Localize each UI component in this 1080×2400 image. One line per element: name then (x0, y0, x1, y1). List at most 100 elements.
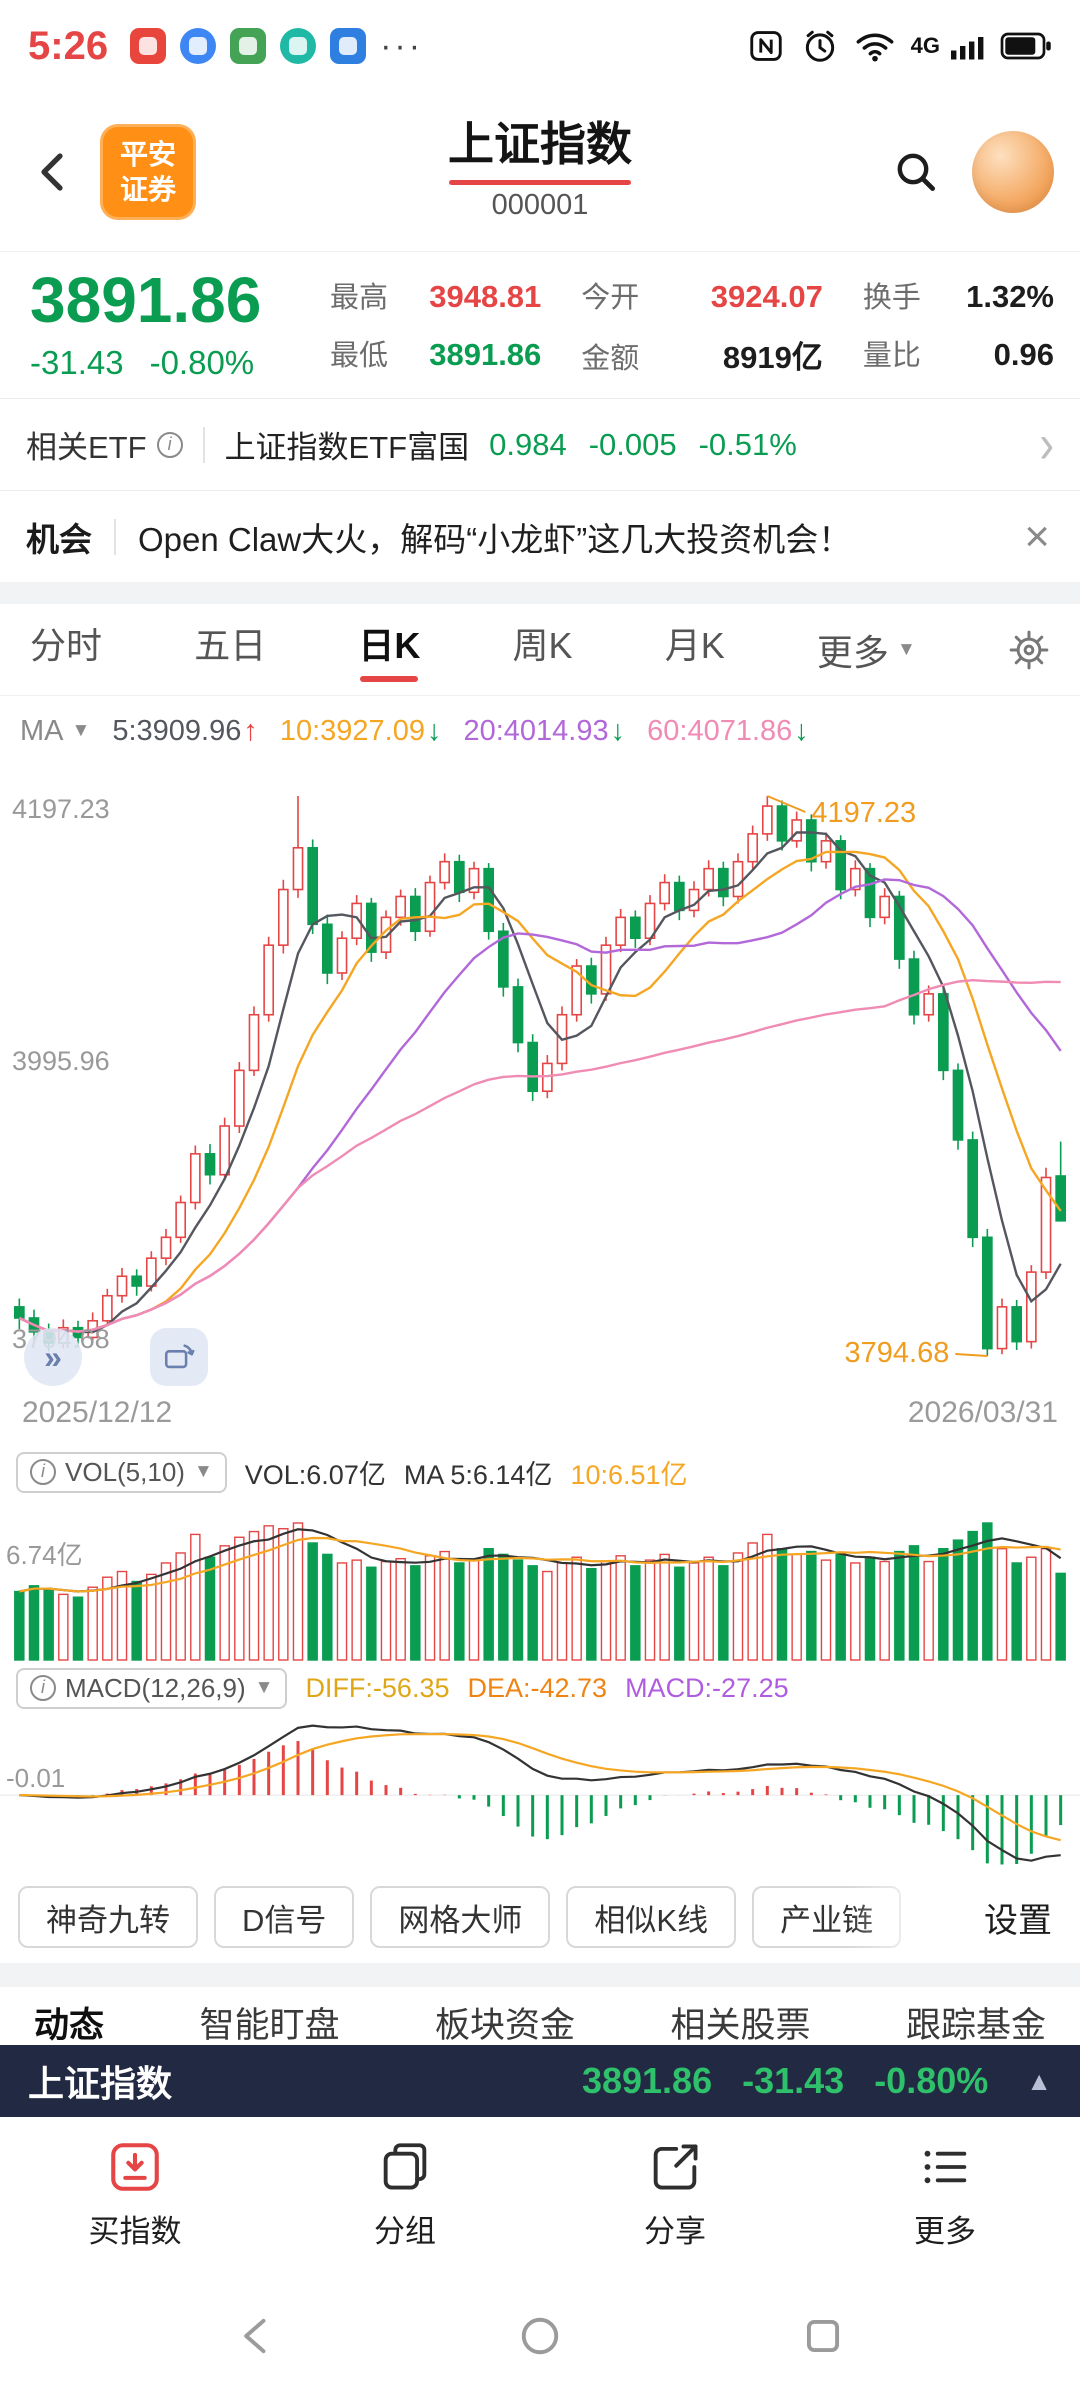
svg-text:-0.01: -0.01 (6, 1763, 65, 1793)
news-headline[interactable]: Open Claw大火，解码“小龙虾”这几大投资机会！ (138, 520, 852, 558)
news-banner[interactable]: 机会 Open Claw大火，解码“小龙虾”这几大投资机会！ × (0, 490, 1080, 582)
tool-similar-k[interactable]: 相似K线 (566, 1886, 737, 1948)
expand-history-button[interactable]: » (24, 1328, 82, 1386)
nav-groups[interactable]: 分组 (270, 2117, 540, 2272)
tool-button-row: 神奇九转 D信号 网格大师 相似K线 产业链 设置 (0, 1871, 1080, 1963)
more-list-icon (924, 2150, 967, 2184)
avatar[interactable] (972, 130, 1054, 213)
notification-app-icon-5 (330, 28, 367, 64)
tab-5day[interactable]: 五日 (194, 625, 267, 666)
stat-low: 最低 3891.86 (330, 336, 542, 372)
news-tag: 机会 (26, 520, 92, 558)
macd-value: MACD:-27.25 (625, 1672, 789, 1703)
chevron-right-icon[interactable]: › (1039, 413, 1054, 475)
title-underline (449, 180, 631, 185)
arrow-down-icon: ↓ (610, 714, 626, 747)
volume-chart[interactable]: 6.74亿 (0, 1498, 1080, 1663)
notification-app-icon-3 (230, 28, 267, 64)
ma60-value: 60:4071.86 ↓ (647, 714, 809, 747)
tab-monthly-k[interactable]: 月K (664, 625, 725, 666)
period-tab-bar: 分时 五日 日K 周K 月K 更多 ▼ (0, 604, 1080, 696)
related-etf-row[interactable]: 相关ETF i 上证指数ETF富国 0.984 -0.005 -0.51% › (0, 398, 1080, 490)
date-start: 2025/12/12 (22, 1396, 173, 1429)
chart-settings-button[interactable]: 设置 (850, 1871, 1080, 1963)
caret-down-icon: ▼ (193, 1461, 213, 1482)
svg-text:3995.96: 3995.96 (12, 1046, 110, 1076)
etf-quote: 0.984 -0.005 -0.51% (489, 427, 797, 463)
price-change-row: -31.43 -0.80% (30, 344, 330, 382)
notification-app-icon-2 (180, 28, 217, 64)
android-recents-button[interactable] (797, 2310, 849, 2362)
tab-minute[interactable]: 分时 (30, 625, 103, 666)
tool-magic-nine[interactable]: 神奇九转 (18, 1886, 198, 1948)
tab-sector-funds[interactable]: 板块资金 (434, 2006, 575, 2045)
clock-text: 5:26 (28, 23, 109, 68)
summary-change: -31.43 (742, 2060, 845, 2101)
app-header: 平安 证券 上证指数 000001 (0, 92, 1080, 252)
tab-dynamics[interactable]: 动态 (34, 2006, 105, 2045)
stat-amount: 金额 8919亿 (581, 339, 823, 375)
nav-more[interactable]: 更多 (810, 2117, 1080, 2272)
caret-down-icon: ▼ (71, 720, 91, 741)
tab-more[interactable]: 更多 ▼ (816, 631, 916, 673)
caret-up-icon[interactable]: ▲ (1026, 2065, 1052, 2096)
android-nav-bar (0, 2272, 1080, 2400)
ma-dropdown[interactable]: MA ▼ (20, 714, 91, 747)
caret-down-icon: ▼ (254, 1677, 274, 1698)
android-home-button[interactable] (514, 2310, 566, 2362)
arrow-down-icon: ↓ (794, 714, 809, 747)
etf-change: -0.005 (588, 426, 677, 462)
bottom-nav: 买指数 分组 分享 更多 (0, 2117, 1080, 2272)
tab-daily-k[interactable]: 日K (358, 617, 420, 682)
price-change-pct: -0.80% (149, 343, 255, 381)
more-notifications-icon: ··· (380, 26, 424, 65)
stat-turnover: 换手 1.32% (862, 278, 1054, 314)
sticky-summary-bar[interactable]: 上证指数 3891.86 -31.43 -0.80% ▲ (0, 2045, 1080, 2117)
divider (202, 426, 205, 463)
macd-diff-value: DIFF:-56.35 (305, 1672, 450, 1703)
buy-index-icon (111, 2143, 159, 2191)
broker-logo: 平安 证券 (100, 123, 196, 220)
share-icon (653, 2144, 698, 2190)
tab-related-stocks[interactable]: 相关股票 (670, 2006, 811, 2045)
status-bar: 5:26 ··· 4G (0, 0, 1080, 92)
nav-share[interactable]: 分享 (540, 2117, 810, 2272)
android-back-button[interactable] (231, 2310, 283, 2362)
info-icon: i (30, 1459, 56, 1485)
search-button[interactable] (886, 142, 946, 202)
landscape-rotate-button[interactable] (150, 1328, 208, 1386)
ma5-value: 5:3909.96 ↑ (112, 714, 258, 747)
macd-indicator-dropdown[interactable]: i MACD(12,26,9) ▼ (16, 1667, 288, 1709)
caret-down-icon: ▼ (896, 638, 916, 660)
settings-gear-icon[interactable] (1008, 629, 1050, 671)
summary-price: 3891.86 (581, 2060, 713, 2101)
divider (114, 518, 116, 555)
macd-pane-header: i MACD(12,26,9) ▼ DIFF:-56.35 DEA:-42.73… (0, 1663, 1080, 1713)
stock-code: 000001 (491, 189, 589, 221)
ma10-value: 10:3927.09 ↓ (279, 714, 442, 747)
svg-text:3794.68: 3794.68 (845, 1337, 950, 1369)
tab-tracking-funds[interactable]: 跟踪基金 (905, 2006, 1046, 2045)
tool-grid-master[interactable]: 网格大师 (370, 1886, 551, 1948)
tab-weekly-k[interactable]: 周K (512, 625, 573, 666)
tab-smart-watch[interactable]: 智能盯盘 (199, 2006, 340, 2045)
back-button[interactable] (26, 144, 82, 200)
status-right: 4G (747, 27, 1052, 65)
network-type-label: 4G (910, 33, 940, 58)
status-left: 5:26 ··· (28, 24, 423, 69)
etf-price: 0.984 (489, 426, 567, 462)
etf-pct: -0.51% (698, 426, 797, 462)
arrow-down-icon: ↓ (426, 714, 442, 747)
info-icon[interactable]: i (156, 431, 183, 458)
related-etf-label: 相关ETF i (26, 422, 183, 467)
close-icon[interactable]: × (1024, 511, 1050, 561)
wifi-icon (856, 33, 894, 62)
macd-chart[interactable]: -0.01 (0, 1713, 1080, 1871)
nav-buy-index[interactable]: 买指数 (0, 2117, 270, 2272)
volume-indicator-dropdown[interactable]: i VOL(5,10) ▼ (16, 1451, 227, 1493)
stat-open: 今开 3924.07 (581, 278, 823, 314)
summary-pct: -0.80% (874, 2060, 989, 2101)
tool-d-signal[interactable]: D信号 (214, 1886, 355, 1948)
